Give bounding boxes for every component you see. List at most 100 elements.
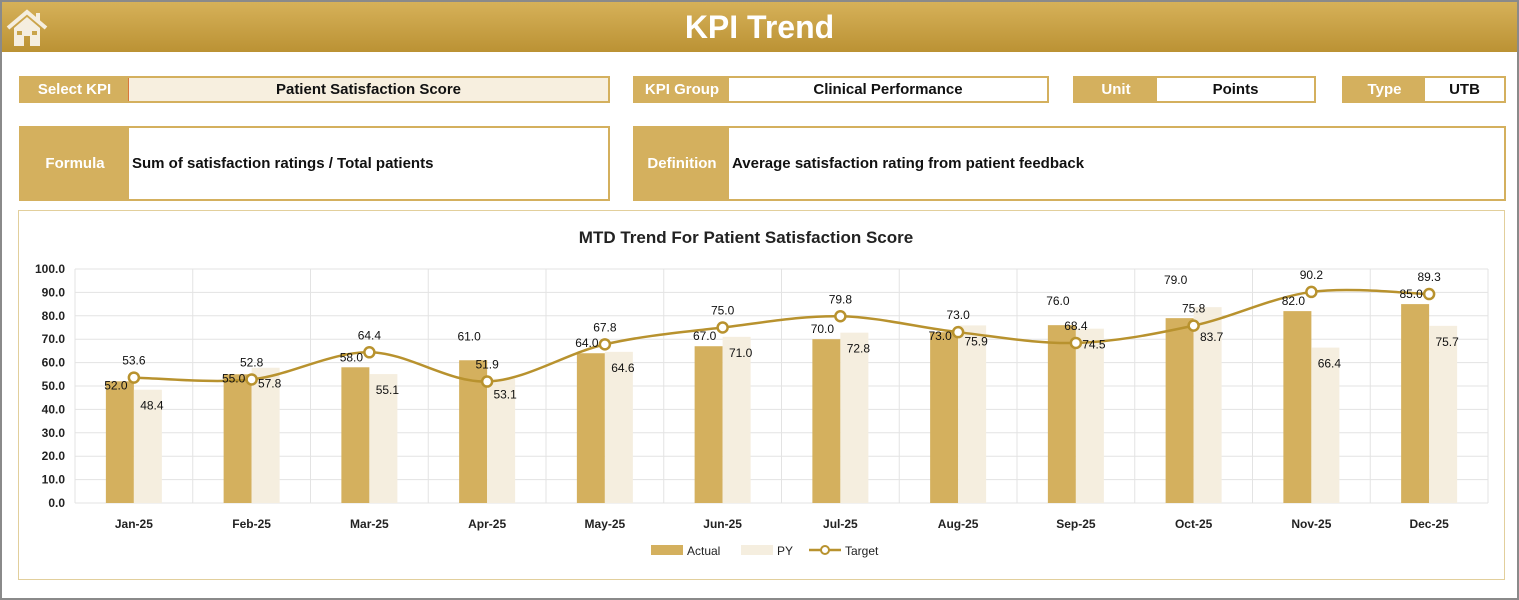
py-bar	[722, 336, 751, 503]
actual-bar	[1401, 304, 1430, 503]
actual-bar	[341, 367, 370, 503]
py-data-label: 64.6	[611, 361, 635, 375]
definition-box: Definition Average satisfaction rating f…	[633, 126, 1506, 201]
chart-container: MTD Trend For Patient Satisfaction Score…	[18, 210, 1505, 580]
actual-data-label: 79.0	[1164, 273, 1188, 287]
target-marker	[716, 321, 729, 334]
py-data-label: 75.9	[964, 334, 988, 348]
py-bar	[487, 378, 516, 503]
legend-actual-label: Actual	[687, 544, 720, 558]
x-tick-label: Nov-25	[1291, 517, 1331, 531]
target-data-label: 52.8	[240, 355, 264, 369]
target-data-label: 64.4	[358, 328, 382, 342]
py-bar	[958, 325, 987, 503]
x-tick-label: Mar-25	[350, 517, 389, 531]
page-title: KPI Trend	[684, 8, 835, 45]
y-tick-label: 100.0	[35, 262, 65, 276]
py-data-label: 66.4	[1318, 357, 1342, 371]
formula-box: Formula Sum of satisfaction ratings / To…	[19, 126, 610, 201]
py-bar	[369, 374, 398, 503]
py-data-label: 72.8	[847, 342, 871, 356]
target-marker	[127, 371, 141, 384]
target-marker	[1305, 285, 1318, 299]
py-bar	[1429, 325, 1458, 503]
target-marker	[1069, 336, 1083, 350]
actual-data-label: 64.0	[575, 336, 599, 350]
trend-chart: MTD Trend For Patient Satisfaction Score…	[35, 228, 1489, 558]
y-tick-label: 10.0	[42, 473, 66, 487]
x-tick-label: Aug-25	[938, 517, 979, 531]
formula-value: Sum of satisfaction ratings / Total pati…	[132, 155, 434, 172]
py-data-label: 83.7	[1200, 330, 1224, 344]
y-tick-label: 50.0	[42, 379, 66, 393]
legend-target-label: Target	[845, 544, 879, 558]
legend-target-marker	[820, 545, 830, 555]
select-kpi-label: Select KPI	[21, 78, 129, 101]
actual-bar	[1047, 325, 1076, 503]
py-data-label: 74.5	[1082, 338, 1106, 352]
formula-label: Formula	[21, 128, 129, 199]
target-data-label: 75.0	[711, 304, 735, 318]
legend-py-swatch	[741, 545, 773, 555]
y-tick-label: 70.0	[42, 332, 66, 346]
target-data-label: 89.3	[1417, 270, 1441, 284]
y-tick-label: 30.0	[42, 426, 66, 440]
actual-bar	[105, 381, 134, 503]
actual-data-label: 73.0	[928, 329, 952, 343]
x-tick-label: Apr-25	[468, 517, 506, 531]
target-data-label: 73.0	[946, 308, 970, 322]
py-bar	[1311, 347, 1340, 503]
py-bar	[1193, 307, 1222, 503]
target-data-label: 53.6	[122, 354, 146, 368]
actual-bar	[930, 332, 959, 503]
py-data-label: 57.8	[258, 377, 282, 391]
x-tick-label: Jun-25	[703, 517, 742, 531]
unit-field: Unit Points	[1073, 76, 1316, 103]
target-marker	[598, 338, 612, 351]
kpi-group-label: KPI Group	[635, 78, 729, 101]
target-marker	[480, 375, 494, 388]
type-label: Type	[1344, 78, 1425, 101]
y-tick-label: 90.0	[42, 285, 66, 299]
x-tick-label: Sep-25	[1056, 517, 1096, 531]
y-tick-label: 80.0	[42, 309, 66, 323]
py-data-label: 71.0	[729, 346, 753, 360]
py-data-label: 48.4	[140, 399, 164, 413]
x-tick-label: Jan-25	[115, 517, 153, 531]
actual-data-label: 76.0	[1046, 294, 1070, 308]
home-icon[interactable]	[6, 8, 48, 48]
legend-py-label: PY	[777, 544, 793, 558]
target-line	[133, 288, 1430, 383]
target-marker	[1187, 319, 1200, 332]
py-bar	[840, 332, 869, 503]
target-marker	[834, 310, 847, 323]
x-tick-label: Oct-25	[1175, 517, 1213, 531]
definition-label: Definition	[635, 128, 729, 199]
unit-value: Points	[1157, 78, 1314, 101]
target-marker	[245, 373, 258, 386]
x-tick-label: Feb-25	[232, 517, 271, 531]
kpi-group-value: Clinical Performance	[729, 78, 1047, 101]
actual-bar	[1283, 311, 1312, 503]
select-kpi-dropdown[interactable]: Patient Satisfaction Score	[129, 78, 608, 101]
target-data-label: 90.2	[1300, 268, 1324, 282]
py-bar	[1075, 328, 1104, 503]
actual-bar	[576, 353, 605, 503]
header-bar: KPI Trend	[2, 2, 1517, 52]
x-tick-label: Dec-25	[1409, 517, 1449, 531]
kpi-group-field: KPI Group Clinical Performance	[633, 76, 1049, 103]
actual-data-label: 55.0	[222, 371, 246, 385]
actual-data-label: 85.0	[1399, 287, 1423, 301]
unit-label: Unit	[1075, 78, 1157, 101]
actual-bar	[1165, 318, 1194, 503]
target-data-label: 68.4	[1064, 319, 1088, 333]
select-kpi-field: Select KPI Patient Satisfaction Score	[19, 76, 610, 103]
target-marker	[363, 346, 376, 359]
actual-bar	[223, 374, 252, 503]
type-value: UTB	[1425, 78, 1504, 101]
target-data-label: 67.8	[593, 320, 617, 334]
chart-title: MTD Trend For Patient Satisfaction Score	[579, 228, 913, 247]
y-tick-label: 20.0	[42, 449, 66, 463]
py-data-label: 75.7	[1435, 335, 1459, 349]
x-tick-label: May-25	[585, 517, 626, 531]
